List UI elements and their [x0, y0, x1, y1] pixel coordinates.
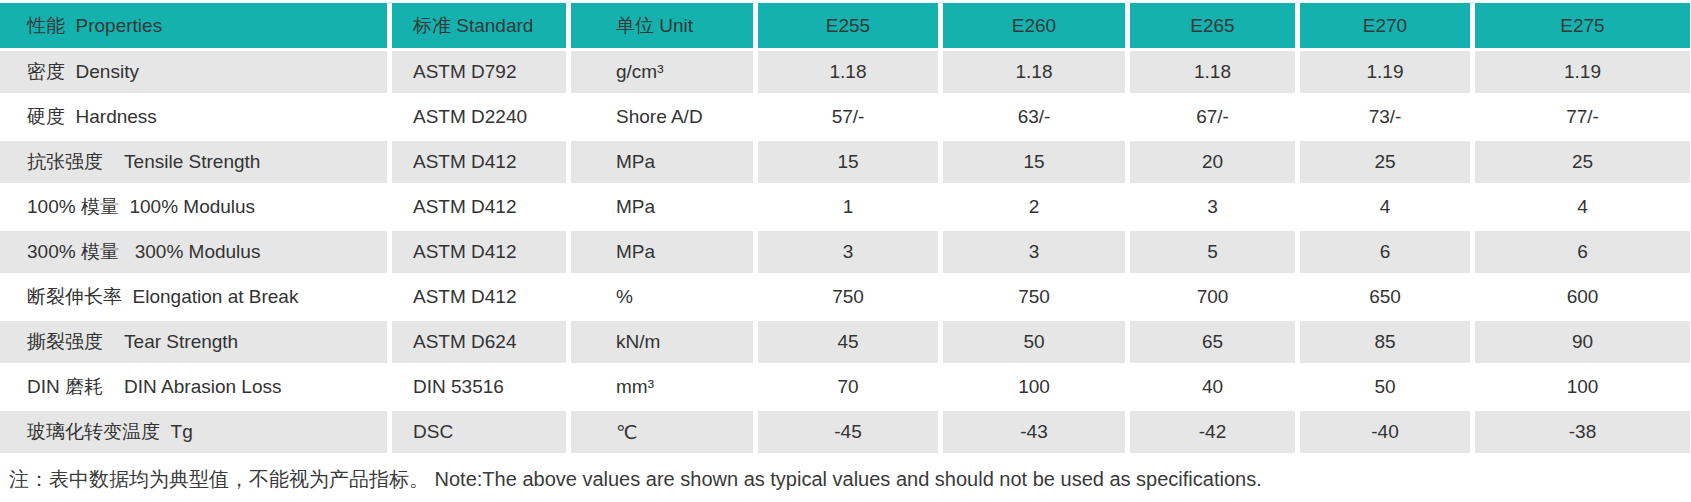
- table-cell: 77/-: [1475, 96, 1690, 138]
- table-cell: 6: [1475, 231, 1690, 273]
- column-header-e270: E270: [1300, 3, 1470, 48]
- table-cell: -38: [1475, 411, 1690, 453]
- column-header-standard: 标准 Standard: [392, 3, 566, 48]
- table-cell: ASTM D792: [392, 51, 566, 93]
- table-cell: 100: [943, 366, 1125, 408]
- spec-table: 性能 Properties标准 Standard单位 UnitE255E260E…: [0, 3, 1690, 453]
- column-header-e255: E255: [758, 3, 938, 48]
- table-cell: 50: [943, 321, 1125, 363]
- row-label: 撕裂强度 Tear Strength: [0, 321, 387, 363]
- table-cell: 85: [1300, 321, 1470, 363]
- table-cell: 3: [758, 231, 938, 273]
- row-label: DIN 磨耗 DIN Abrasion Loss: [0, 366, 387, 408]
- table-cell: 1.19: [1475, 51, 1690, 93]
- table-cell: 15: [943, 141, 1125, 183]
- table-cell: %: [571, 276, 753, 318]
- table-cell: -42: [1130, 411, 1295, 453]
- table-cell: 50: [1300, 366, 1470, 408]
- row-label: 硬度 Hardness: [0, 96, 387, 138]
- row-label: 玻璃化转变温度 Tg: [0, 411, 387, 453]
- row-label: 100% 模量 100% Modulus: [0, 186, 387, 228]
- table-cell: 3: [1130, 186, 1295, 228]
- table-cell: -43: [943, 411, 1125, 453]
- column-header-e275: E275: [1475, 3, 1690, 48]
- table-cell: 5: [1130, 231, 1295, 273]
- table-cell: 700: [1130, 276, 1295, 318]
- table-cell: 1.18: [758, 51, 938, 93]
- table-cell: 750: [943, 276, 1125, 318]
- table-cell: 63/-: [943, 96, 1125, 138]
- column-header-e260: E260: [943, 3, 1125, 48]
- table-cell: 70: [758, 366, 938, 408]
- table-note: 注：表中数据均为典型值，不能视为产品指标。 Note:The above val…: [9, 466, 1691, 493]
- row-label: 密度 Density: [0, 51, 387, 93]
- table-cell: 65: [1130, 321, 1295, 363]
- table-cell: 25: [1300, 141, 1470, 183]
- table-cell: DIN 53516: [392, 366, 566, 408]
- table-cell: ℃: [571, 411, 753, 453]
- table-cell: 4: [1300, 186, 1470, 228]
- table-cell: 40: [1130, 366, 1295, 408]
- table-cell: kN/m: [571, 321, 753, 363]
- table-cell: 1.18: [943, 51, 1125, 93]
- table-cell: mm³: [571, 366, 753, 408]
- table-cell: ASTM D412: [392, 231, 566, 273]
- table-cell: 6: [1300, 231, 1470, 273]
- table-cell: DSC: [392, 411, 566, 453]
- table-cell: MPa: [571, 231, 753, 273]
- table-cell: 45: [758, 321, 938, 363]
- table-cell: 25: [1475, 141, 1690, 183]
- row-label: 抗张强度 Tensile Strength: [0, 141, 387, 183]
- table-cell: -45: [758, 411, 938, 453]
- table-cell: MPa: [571, 186, 753, 228]
- table-cell: 3: [943, 231, 1125, 273]
- table-cell: g/cm³: [571, 51, 753, 93]
- table-cell: 90: [1475, 321, 1690, 363]
- table-cell: 73/-: [1300, 96, 1470, 138]
- table-cell: ASTM D412: [392, 141, 566, 183]
- table-cell: ASTM D2240: [392, 96, 566, 138]
- row-label: 断裂伸长率 Elongation at Break: [0, 276, 387, 318]
- table-cell: 15: [758, 141, 938, 183]
- column-header-properties: 性能 Properties: [0, 3, 387, 48]
- table-cell: Shore A/D: [571, 96, 753, 138]
- table-cell: -40: [1300, 411, 1470, 453]
- column-header-e265: E265: [1130, 3, 1295, 48]
- table-cell: 1.18: [1130, 51, 1295, 93]
- table-cell: MPa: [571, 141, 753, 183]
- table-cell: 67/-: [1130, 96, 1295, 138]
- row-label: 300% 模量 300% Modulus: [0, 231, 387, 273]
- table-cell: 600: [1475, 276, 1690, 318]
- column-header-unit: 单位 Unit: [571, 3, 753, 48]
- table-cell: 750: [758, 276, 938, 318]
- table-cell: 100: [1475, 366, 1690, 408]
- table-cell: 1.19: [1300, 51, 1470, 93]
- table-cell: 650: [1300, 276, 1470, 318]
- table-cell: 2: [943, 186, 1125, 228]
- table-cell: 57/-: [758, 96, 938, 138]
- table-cell: ASTM D412: [392, 186, 566, 228]
- table-cell: 20: [1130, 141, 1295, 183]
- table-cell: ASTM D624: [392, 321, 566, 363]
- table-cell: ASTM D412: [392, 276, 566, 318]
- table-cell: 1: [758, 186, 938, 228]
- table-cell: 4: [1475, 186, 1690, 228]
